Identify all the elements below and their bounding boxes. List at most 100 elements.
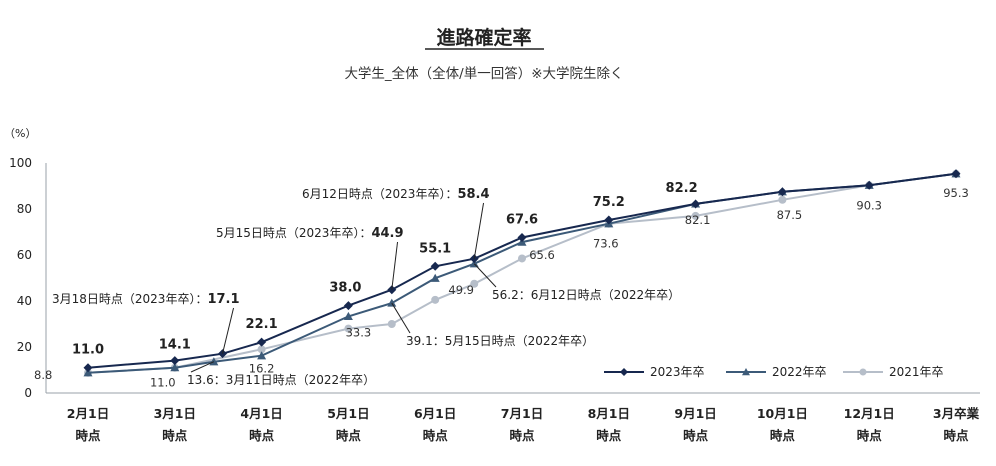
annotation-leader bbox=[222, 307, 235, 354]
legend-label: 2021年卒 bbox=[889, 365, 944, 379]
data-point bbox=[604, 215, 614, 225]
data-point bbox=[257, 337, 267, 347]
data-point bbox=[343, 311, 353, 321]
x-tick-line1: 4月1日 bbox=[240, 406, 282, 421]
data-label: 75.2 bbox=[593, 195, 625, 210]
annotations: 3月18日時点（2023年卒）：17.1 5月15日時点（2023年卒）：44.9… bbox=[52, 187, 680, 387]
annotation-text: 6月12日時点（2023年卒）：58.4 bbox=[302, 187, 490, 202]
chart-subtitle: 大学生_全体（全体/単一回答）※大学院生除く bbox=[344, 65, 623, 82]
y-tick-label: 80 bbox=[17, 202, 32, 216]
y-tick-label: 100 bbox=[9, 156, 32, 170]
data-label: 55.1 bbox=[419, 241, 451, 256]
data-point bbox=[951, 169, 961, 179]
chart-title: 進路確定率 bbox=[436, 26, 531, 49]
series-line bbox=[87, 172, 957, 369]
annotation-leader bbox=[391, 241, 399, 290]
x-tick-line1: 2月1日 bbox=[67, 406, 109, 421]
data-label: 87.5 bbox=[777, 208, 803, 222]
data-point bbox=[170, 356, 180, 366]
legend-item: 2022年卒 bbox=[726, 365, 827, 379]
x-tick-line1: 3月1日 bbox=[154, 406, 196, 421]
annotation-leader bbox=[190, 361, 215, 373]
data-point bbox=[620, 368, 628, 376]
y-tick-label: 60 bbox=[17, 248, 32, 262]
x-tick-line2: 時点 bbox=[683, 428, 709, 443]
data-point bbox=[469, 259, 479, 268]
data-label: 90.3 bbox=[856, 198, 882, 212]
y-tick-label: 20 bbox=[17, 340, 32, 354]
data-point bbox=[778, 195, 787, 204]
data-point bbox=[864, 180, 874, 190]
x-tick-line2: 時点 bbox=[162, 428, 188, 443]
annotation-leader bbox=[473, 202, 485, 259]
x-tick-line2: 時点 bbox=[75, 428, 101, 443]
data-label: 16.2 bbox=[249, 362, 275, 376]
legend-item: 2023年卒 bbox=[604, 365, 705, 379]
data-point bbox=[691, 211, 700, 220]
data-label: 65.6 bbox=[529, 248, 555, 262]
data-label: 73.6 bbox=[593, 237, 619, 251]
data-point bbox=[691, 199, 701, 209]
y-tick-label: 0 bbox=[24, 386, 32, 400]
data-label: 8.8 bbox=[34, 368, 52, 382]
x-tick-line1: 7月1日 bbox=[501, 406, 543, 421]
axes: 0204060801002月1日時点3月1日時点4月1日時点5月1日時点6月1日… bbox=[9, 156, 980, 443]
series-2023年卒 bbox=[83, 169, 961, 373]
x-tick-line2: 時点 bbox=[509, 428, 535, 443]
data-point bbox=[209, 357, 219, 366]
data-point bbox=[777, 187, 787, 197]
data-point bbox=[170, 363, 180, 372]
data-label: 33.3 bbox=[346, 325, 372, 339]
annotation: 13.6：3月11日時点（2022年卒） bbox=[187, 361, 375, 387]
y-tick-label: 40 bbox=[17, 294, 32, 308]
legend-item: 2021年卒 bbox=[843, 365, 944, 379]
x-tick-line1: 12月1日 bbox=[844, 406, 895, 421]
x-tick-line2: 時点 bbox=[943, 428, 969, 443]
data-label: 11.0 bbox=[72, 343, 104, 358]
x-tick-line2: 時点 bbox=[596, 428, 622, 443]
x-tick-line2: 時点 bbox=[336, 428, 362, 443]
data-point bbox=[387, 320, 396, 328]
annotation-text: 39.1：5月15日時点（2022年卒） bbox=[406, 334, 594, 348]
x-tick-line1: 6月1日 bbox=[414, 406, 456, 421]
annotation: 3月18日時点（2023年卒）：17.1 bbox=[52, 292, 240, 354]
annotation: 56.2：6月12日時点（2022年卒） bbox=[473, 263, 680, 302]
series-layer bbox=[83, 169, 961, 377]
data-point bbox=[517, 233, 527, 243]
data-point bbox=[430, 273, 440, 282]
data-point bbox=[431, 295, 440, 304]
y-axis-unit: （%） bbox=[4, 127, 36, 140]
data-point bbox=[83, 363, 93, 373]
legend: 2023年卒 2022年卒 2021年卒 bbox=[604, 365, 944, 379]
x-tick-line2: 時点 bbox=[249, 428, 275, 443]
x-tick-line2: 時点 bbox=[770, 428, 796, 443]
annotation-text: 13.6：3月11日時点（2022年卒） bbox=[187, 373, 375, 387]
x-tick-line2: 時点 bbox=[857, 428, 883, 443]
data-label: 82.2 bbox=[666, 181, 698, 196]
x-tick-line1: 3月卒業 bbox=[933, 406, 980, 421]
x-tick-line1: 8月1日 bbox=[588, 406, 630, 421]
data-point bbox=[387, 298, 397, 307]
data-point bbox=[742, 368, 750, 376]
data-label: 38.0 bbox=[329, 281, 361, 296]
data-label: 95.3 bbox=[943, 186, 969, 200]
x-tick-line1: 9月1日 bbox=[674, 406, 716, 421]
legend-label: 2023年卒 bbox=[650, 365, 705, 379]
annotation-text: 56.2：6月12日時点（2022年卒） bbox=[492, 288, 680, 302]
data-label: 14.1 bbox=[159, 338, 191, 353]
data-point bbox=[859, 368, 867, 376]
x-tick-line1: 10月1日 bbox=[757, 406, 808, 421]
data-label: 49.9 bbox=[448, 283, 474, 297]
annotation-text: 3月18日時点（2023年卒）：17.1 bbox=[52, 292, 240, 307]
annotation-leader bbox=[391, 302, 411, 334]
data-label: 67.6 bbox=[506, 213, 538, 228]
data-label: 82.1 bbox=[685, 213, 711, 227]
